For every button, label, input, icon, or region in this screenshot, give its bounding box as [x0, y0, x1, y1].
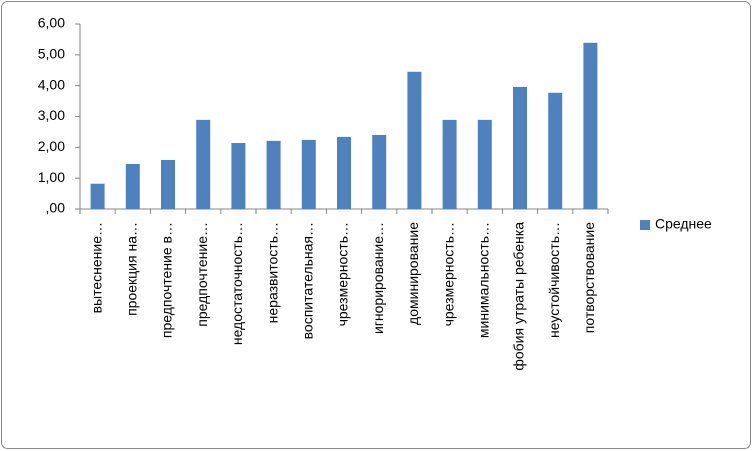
bar — [266, 140, 281, 209]
bar — [442, 119, 457, 209]
y-tick-label: ,00 — [46, 200, 66, 216]
bar — [548, 92, 563, 209]
bar — [90, 183, 105, 209]
x-tick-label: вытеснение… — [88, 222, 104, 313]
y-tick-label: 6,00 — [38, 15, 65, 31]
y-tick-label: 3,00 — [38, 107, 65, 123]
bar — [231, 143, 246, 209]
y-tick-label: 4,00 — [38, 76, 65, 92]
y-tick-label: 5,00 — [38, 46, 65, 62]
y-tick-label: 2,00 — [38, 138, 65, 154]
x-tick-label: фобия утраты ребенка — [511, 222, 527, 371]
bar — [337, 136, 351, 209]
x-tick-label: потворствование — [581, 222, 597, 333]
bar — [301, 139, 316, 209]
x-tick-label: неустойчивость… — [546, 222, 562, 338]
x-tick-label: доминирование — [405, 222, 421, 325]
bar — [196, 119, 211, 209]
x-tick-label: недостаточность… — [229, 222, 245, 345]
x-tick-label: чрезмерность… — [335, 222, 351, 326]
x-tick-label: предпочтение в… — [159, 222, 175, 338]
legend-swatch — [640, 220, 650, 230]
legend-label: Среднее — [655, 216, 712, 232]
x-tick-label: минимальность… — [476, 222, 492, 338]
x-tick-label: игнорирование… — [370, 222, 386, 334]
bar — [477, 119, 492, 209]
bar — [513, 86, 527, 209]
x-tick-label: воспитательная… — [300, 222, 316, 339]
bar — [161, 159, 175, 209]
y-tick-label: 1,00 — [38, 169, 65, 185]
x-tick-label: предпочтение… — [194, 222, 210, 327]
bar — [372, 135, 387, 209]
bar — [407, 71, 422, 210]
x-tick-label: чрезмерность… — [440, 222, 456, 326]
x-tick-label: неразвитость… — [264, 222, 280, 323]
bar — [583, 42, 598, 209]
x-tick-label: проекция на… — [124, 222, 140, 316]
bar — [125, 163, 140, 209]
